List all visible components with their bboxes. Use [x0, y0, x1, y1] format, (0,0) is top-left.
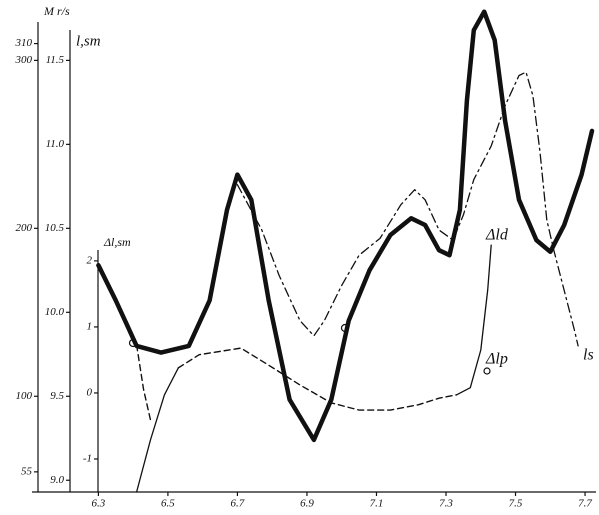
x-tick-label: 7.5	[509, 498, 523, 510]
x-tick-label: 7.7	[578, 498, 592, 510]
y2-axis-label: l,sm	[76, 33, 101, 49]
y-tick-label: 0	[87, 386, 93, 398]
y-tick-label: 11.0	[46, 138, 65, 150]
y-tick-label: 310	[15, 37, 33, 49]
y-tick-label: 100	[16, 390, 33, 402]
series-label: ls	[583, 347, 594, 364]
y-tick-label: 10.5	[45, 222, 65, 234]
y-tick-label: -1	[83, 453, 92, 465]
x-tick-label: 7.1	[370, 498, 384, 510]
line-series	[135, 244, 492, 493]
marker-circle	[483, 367, 491, 375]
y-tick-label: 300	[15, 54, 33, 66]
y-tick-label: 1	[87, 320, 93, 332]
line-series	[96, 9, 595, 443]
y-tick-label: 2	[87, 254, 93, 266]
series-label: Δlp	[485, 351, 508, 368]
y-tick-label: 9.5	[50, 390, 64, 402]
x-tick-label: 7.3	[439, 498, 453, 510]
series-label: Δld	[485, 227, 509, 244]
x-tick-label: 6.7	[231, 498, 245, 510]
x-tick-label: 6.9	[300, 498, 314, 510]
line-series	[135, 344, 458, 421]
line-series	[236, 71, 579, 347]
x-tick-label: 6.3	[92, 498, 106, 510]
y-axis-label: M r/s	[43, 4, 70, 18]
y-tick-label: 55	[21, 465, 33, 477]
y-tick-label: 9.0	[50, 474, 64, 486]
y-tick-label: 200	[16, 222, 33, 234]
x-tick-label: 6.5	[161, 498, 175, 510]
y-tick-label: 10.0	[45, 306, 65, 318]
y3-axis-label: Δl,sm	[103, 235, 131, 249]
y-tick-label: 11.5	[46, 54, 65, 66]
